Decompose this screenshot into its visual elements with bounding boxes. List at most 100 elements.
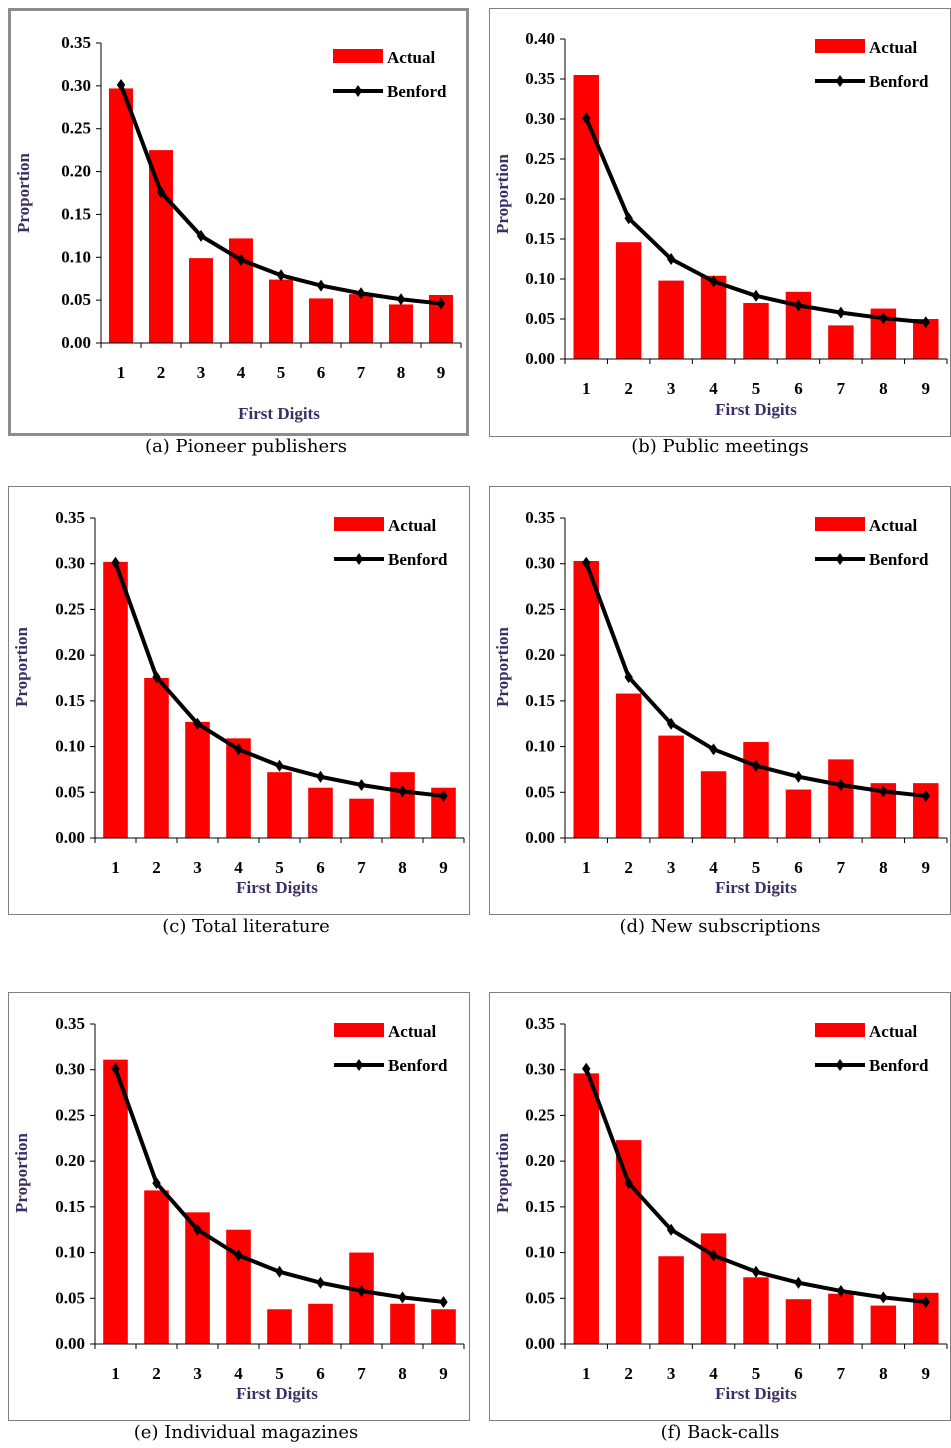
x-tick-label: 2: [624, 858, 633, 877]
benford-point: [879, 1291, 888, 1304]
y-tick-label: 0.30: [525, 1060, 555, 1079]
y-tick-label: 0.20: [525, 189, 555, 208]
y-tick-label: 0.10: [55, 737, 85, 756]
y-tick-label: 0.35: [525, 508, 555, 527]
y-tick-label: 0.10: [55, 1243, 85, 1262]
legend-swatch-actual: [333, 49, 383, 63]
benford-point: [794, 770, 803, 783]
bar-actual: [658, 1256, 684, 1344]
x-tick-label: 3: [197, 363, 206, 382]
benford-point: [152, 671, 161, 684]
legend-label-actual: Actual: [869, 1022, 917, 1041]
x-axis-title: First Digits: [236, 1384, 318, 1403]
x-tick-label: 7: [357, 858, 366, 877]
y-tick-label: 0.30: [525, 109, 555, 128]
benford-point: [751, 759, 761, 772]
y-tick-label: 0.25: [525, 599, 555, 618]
caption-b: (b) Public meetings: [631, 436, 809, 457]
y-tick-label: 0.15: [525, 1197, 555, 1216]
y-tick-label: 0.25: [55, 599, 85, 618]
benford-point: [794, 299, 803, 312]
x-tick-label: 2: [152, 858, 161, 877]
x-tick-label: 5: [752, 379, 761, 398]
y-tick-label: 0.20: [61, 162, 91, 181]
x-tick-label: 2: [624, 379, 633, 398]
x-tick-label: 9: [437, 363, 446, 382]
y-tick-label: 0.15: [55, 1197, 85, 1216]
legend-marker-benford: [835, 75, 845, 87]
legend-swatch-actual: [815, 517, 865, 531]
y-tick-label: 0.15: [525, 229, 555, 248]
x-axis-title: First Digits: [236, 878, 318, 897]
legend-label-benford: Benford: [869, 72, 929, 91]
x-tick-label: 9: [922, 379, 931, 398]
benford-point: [751, 289, 761, 302]
benford-point: [836, 1284, 846, 1297]
y-tick-label: 0.25: [525, 1105, 555, 1124]
legend-marker-benford: [835, 553, 845, 565]
benford-point: [193, 717, 202, 730]
benford-point: [193, 1223, 202, 1236]
chart-frame-d: 0.00 0.05 0.10 0.15 0.20 0.25 0.30 0.35 1 2 3 4 5 6 7 8…: [489, 486, 951, 915]
y-tick-label: 0.15: [55, 691, 85, 710]
benford-point: [156, 186, 166, 199]
y-tick-label: 0.05: [61, 290, 91, 309]
legend-label-actual: Actual: [387, 48, 435, 67]
legend-label-benford: Benford: [387, 82, 447, 101]
x-tick-label: 1: [582, 858, 591, 877]
y-tick-label: 0.35: [55, 508, 85, 527]
bar-actual: [431, 1309, 456, 1344]
legend-swatch-actual: [334, 517, 384, 531]
benford-point: [751, 1265, 761, 1278]
bar-actual: [573, 1073, 599, 1344]
bar-actual: [828, 759, 854, 838]
bar-actual: [269, 279, 293, 343]
y-tick-label: 0.25: [61, 119, 91, 138]
x-axis-title: First Digits: [715, 400, 797, 419]
x-tick-label: 9: [922, 858, 931, 877]
y-tick-label: 0.10: [525, 737, 555, 756]
bar-actual: [573, 560, 599, 838]
y-tick-label: 0.15: [61, 204, 91, 223]
y-axis-title: Proportion: [493, 1132, 512, 1213]
x-tick-label: 1: [117, 363, 126, 382]
bar-actual: [615, 242, 642, 359]
chart-f: 0.00 0.05 0.10 0.15 0.20 0.25 0.30 0.35 1 2 3 4 5 6 7 8…: [493, 1014, 948, 1403]
bar-actual: [828, 325, 854, 359]
y-tick-label: 0.05: [525, 782, 555, 801]
bar-actual: [870, 1305, 897, 1344]
benford-point: [234, 743, 243, 756]
x-tick-label: 7: [357, 1364, 366, 1383]
bar-actual: [308, 1303, 333, 1344]
bar-actual: [785, 1299, 812, 1344]
legend-marker-benford: [353, 85, 363, 97]
x-tick-label: 6: [794, 379, 803, 398]
x-tick-label: 4: [709, 1364, 718, 1383]
x-tick-label: 6: [794, 1364, 803, 1383]
x-tick-label: 8: [879, 379, 888, 398]
benford-point: [316, 770, 325, 783]
bar-actual: [349, 798, 374, 838]
x-tick-label: 4: [237, 363, 246, 382]
y-axis-title: Proportion: [493, 153, 512, 234]
benford-point: [709, 743, 718, 756]
bar-actual: [828, 1293, 854, 1344]
y-tick-label: 0.20: [525, 645, 555, 664]
x-tick-label: 1: [111, 1364, 120, 1383]
bar-actual: [309, 298, 333, 343]
legend-label-actual: Actual: [869, 516, 917, 535]
bar-actual: [349, 1252, 374, 1344]
legend-label-benford: Benford: [869, 1056, 929, 1075]
benford-point: [396, 293, 406, 306]
y-tick-label: 0.10: [525, 1243, 555, 1262]
legend-swatch-actual: [815, 39, 865, 53]
chart-frame-e: 0.00 0.05 0.10 0.15 0.20 0.25 0.30 0.35 1 2 3 4 5 6 7 8…: [8, 992, 470, 1421]
x-tick-label: 6: [317, 363, 326, 382]
benford-point: [879, 785, 888, 798]
chart-frame-c: 0.00 0.05 0.10 0.15 0.20 0.25 0.30 0.35 1 2 3 4 5 6 7 8…: [8, 486, 470, 915]
bar-actual: [109, 88, 133, 343]
benford-point: [794, 1276, 803, 1289]
benford-point: [666, 717, 676, 730]
chart-a: 0.00 0.05 0.10 0.15 0.20 0.25 0.30 0.35 1 2 3 4 5 6 7 8…: [14, 33, 462, 423]
bar-actual: [267, 1309, 292, 1344]
